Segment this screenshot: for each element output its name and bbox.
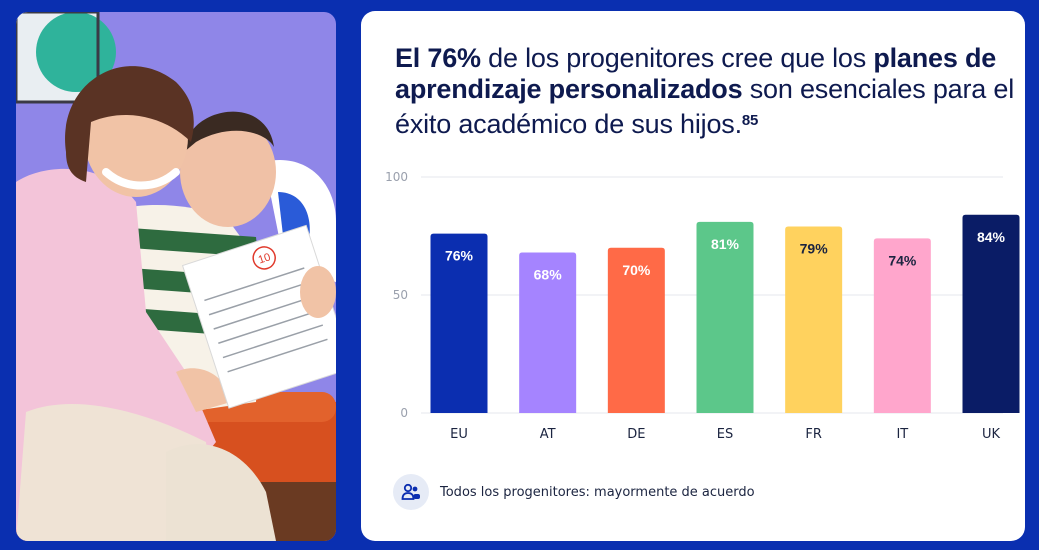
bar-fr — [785, 226, 843, 413]
hero-photo: 10 — [16, 12, 336, 541]
stat-card: El 76% de los progenitores cree que los … — [361, 11, 1025, 541]
footnote-ref: 85 — [741, 112, 759, 129]
bar-it — [873, 238, 931, 413]
parent-child-illustration: 10 — [16, 12, 336, 541]
headline-text-1: de los progenitores cree que los — [480, 43, 874, 73]
y-tick-label: 100 — [385, 170, 408, 184]
x-tick-label: DE — [627, 427, 645, 442]
paper-grade: 10 — [257, 251, 272, 266]
y-tick-label: 50 — [393, 288, 408, 302]
headline-text-2: son esenciales para el éxito académico d… — [395, 74, 1014, 139]
bar-de — [607, 247, 665, 413]
x-tick-label: UK — [982, 427, 1001, 442]
bar-value-label: 79% — [800, 241, 829, 257]
x-tick-label: FR — [805, 427, 822, 442]
bar-value-label: 74% — [888, 252, 917, 268]
bar-value-label: 68% — [534, 267, 563, 283]
headline-emphasis: planes de aprendizaje personalizados — [395, 43, 997, 104]
x-tick-label: ES — [717, 427, 733, 442]
x-tick-label: AT — [540, 427, 556, 442]
bar-uk — [962, 214, 1020, 413]
legend: Todos los progenitores: mayormente de ac… — [393, 474, 755, 510]
y-tick-label: 0 — [400, 406, 408, 420]
bar-value-label: 81% — [711, 236, 740, 252]
x-tick-label: IT — [896, 427, 908, 442]
bar-es — [696, 221, 754, 413]
bar-chart: 0 50 100 76% EU 68% AT 70% DE 81% ES 79% FR 74% IT 84% U… — [385, 170, 1020, 442]
bar-value-label: 84% — [977, 229, 1006, 245]
headline-stat: El 76% — [395, 43, 481, 73]
bar-at — [519, 252, 577, 413]
bar-value-label: 76% — [445, 248, 474, 264]
bar-value-label: 70% — [622, 262, 651, 278]
bar-eu — [430, 233, 488, 413]
legend-label: Todos los progenitores: mayormente de ac… — [440, 484, 755, 500]
headline: El 76% de los progenitores cree que los … — [395, 43, 1015, 140]
people-icon — [393, 474, 429, 510]
x-tick-label: EU — [450, 427, 468, 442]
